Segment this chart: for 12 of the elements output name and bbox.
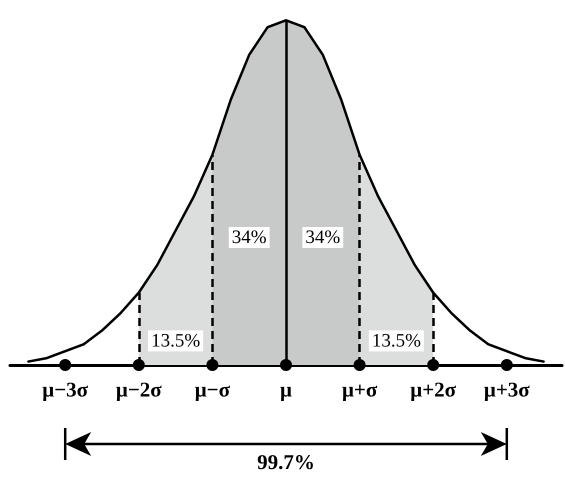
annotation: 13.5% [151,330,200,352]
annotation: 34% [232,226,267,248]
x-tick-label: μ−σ [194,378,231,402]
x-tick-label: μ−2σ [116,378,162,402]
text: 99.7% [257,450,315,474]
x-tick-label: μ+2σ [410,378,457,402]
x-tick-label: μ+3σ [484,378,530,402]
annotation: 13.5% [372,330,422,352]
x-tick-label: μ−3σ [42,378,89,402]
x-tick-label: μ+σ [342,378,378,402]
x-tick-label: μ [280,378,292,402]
annotation: 34% [305,226,340,248]
